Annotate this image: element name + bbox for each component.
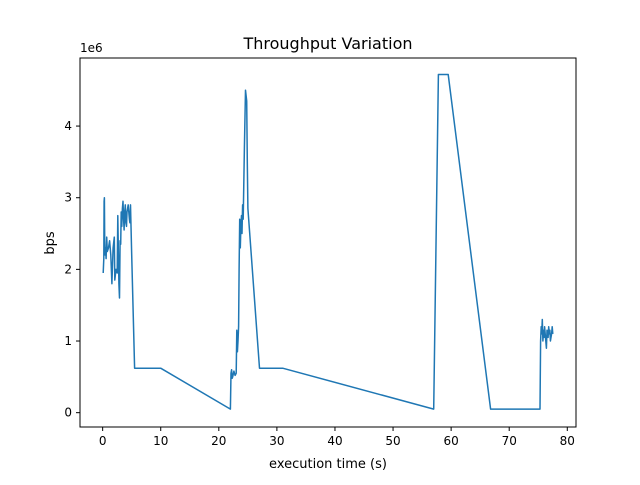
throughput-series-line	[102, 73, 554, 410]
x-tick-label: 80	[560, 434, 575, 448]
y-tick-label: 3	[64, 191, 72, 205]
x-tick-label: 10	[153, 434, 168, 448]
y-axis-offset-text: 1e6	[80, 41, 103, 55]
y-tick-label: 1	[64, 334, 72, 348]
x-tick-label: 60	[443, 434, 458, 448]
chart-title: Throughput Variation	[242, 34, 412, 53]
y-tick-label: 0	[64, 406, 72, 420]
series-layer	[102, 73, 554, 410]
x-tick-label: 40	[327, 434, 342, 448]
x-tick-label: 30	[269, 434, 284, 448]
y-tick-label: 2	[64, 262, 72, 276]
plot-frame	[79, 57, 577, 428]
x-tick-label: 0	[99, 434, 107, 448]
y-axis-label: bps	[43, 231, 58, 255]
x-tick-label: 20	[211, 434, 226, 448]
ticks-layer: 0 10 20 30 40 50 60 70 80 0 1 2 3 4	[64, 119, 575, 448]
x-axis-label: execution time (s)	[269, 457, 387, 472]
x-tick-label: 70	[502, 434, 517, 448]
y-tick-label: 4	[64, 119, 72, 133]
x-tick-label: 50	[385, 434, 400, 448]
